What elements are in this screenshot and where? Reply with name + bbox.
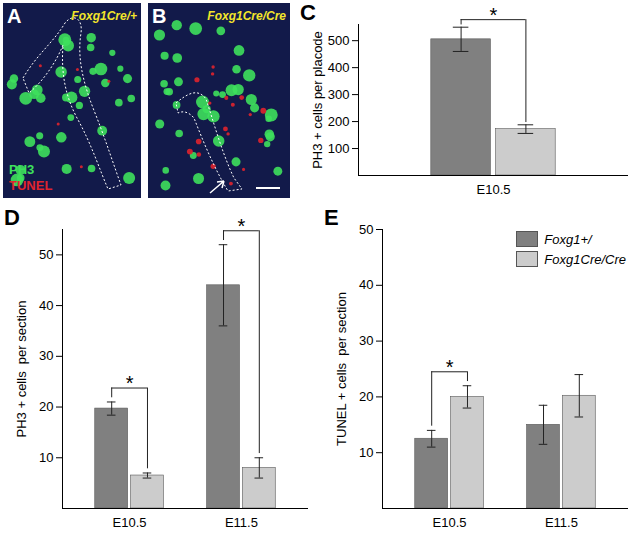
svg-text:400: 400 — [328, 60, 350, 75]
svg-text:E10.5: E10.5 — [433, 515, 467, 530]
svg-text:200: 200 — [328, 114, 350, 129]
svg-text:TUNEL: TUNEL — [9, 178, 52, 193]
svg-text:E10.5: E10.5 — [113, 515, 147, 530]
svg-text:E11.5: E11.5 — [225, 515, 258, 530]
svg-text:*: * — [238, 215, 246, 237]
svg-text:20: 20 — [39, 399, 53, 414]
svg-text:TUNEL + cells per section: TUNEL + cells per section — [334, 292, 349, 446]
svg-text:30: 30 — [39, 348, 53, 363]
svg-text:40: 40 — [39, 298, 53, 313]
svg-text:A: A — [7, 5, 21, 27]
svg-text:40: 40 — [359, 277, 373, 292]
svg-text:PH3 + cells per section: PH3 + cells per section — [14, 301, 29, 438]
svg-text:Foxg1Cre/Cre: Foxg1Cre/Cre — [207, 9, 286, 23]
svg-text:PH3 + cells per placode: PH3 + cells per placode — [310, 31, 325, 169]
svg-text:10: 10 — [39, 450, 53, 465]
html-text:Foxg1+/: Foxg1+/ — [544, 231, 592, 247]
html-text:D: D — [4, 205, 20, 230]
svg-text:500: 500 — [328, 33, 350, 48]
svg-text:B: B — [152, 5, 166, 27]
svg-text:*: * — [490, 4, 498, 26]
svg-text:50: 50 — [39, 247, 53, 262]
html-text:C: C — [300, 0, 316, 25]
svg-text:*: * — [446, 356, 454, 378]
svg-text:*: * — [126, 372, 134, 394]
html-text:Foxg1Cre/Cre: Foxg1Cre/Cre — [544, 251, 626, 267]
svg-text:20: 20 — [359, 389, 373, 404]
svg-text:E11.5: E11.5 — [545, 515, 578, 530]
html-text:E: E — [324, 205, 339, 230]
svg-text:Foxg1Cre/+: Foxg1Cre/+ — [71, 9, 137, 23]
svg-text:100: 100 — [328, 141, 350, 156]
svg-text:300: 300 — [328, 87, 350, 102]
svg-text:50: 50 — [359, 222, 373, 237]
svg-text:E10.5: E10.5 — [477, 182, 511, 197]
svg-text:10: 10 — [359, 445, 373, 460]
svg-text:30: 30 — [359, 333, 373, 348]
svg-text:PH3: PH3 — [9, 162, 34, 177]
